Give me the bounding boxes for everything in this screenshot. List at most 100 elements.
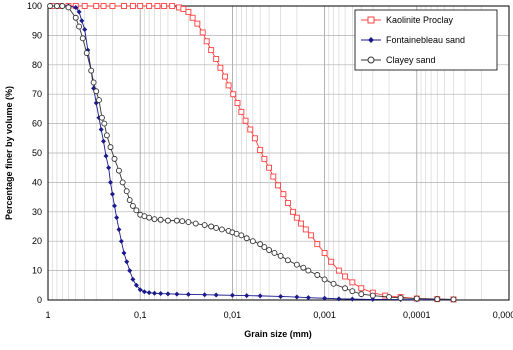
data-point	[321, 250, 328, 256]
data-point	[154, 3, 161, 9]
data-point	[53, 3, 60, 9]
data-point	[109, 191, 115, 197]
data-point	[213, 225, 220, 231]
data-point	[234, 100, 241, 106]
data-point	[107, 144, 114, 151]
data-point	[161, 3, 168, 9]
data-point	[76, 23, 83, 30]
data-point	[278, 293, 284, 299]
data-point	[222, 73, 229, 80]
data-point	[76, 9, 82, 15]
y-tick-label: 0	[37, 295, 42, 305]
data-point	[308, 232, 315, 239]
data-point	[386, 294, 392, 301]
data-point	[165, 217, 171, 224]
data-point	[109, 3, 116, 9]
y-tick-label: 40	[32, 177, 42, 187]
data-point	[225, 82, 232, 89]
data-point	[81, 3, 88, 9]
data-point	[358, 291, 365, 298]
series-0	[49, 3, 457, 303]
data-point	[203, 38, 210, 45]
data-point	[450, 296, 457, 303]
data-point	[47, 3, 54, 9]
data-point	[88, 67, 95, 74]
data-point	[266, 247, 273, 253]
data-point	[305, 295, 311, 301]
data-point	[101, 120, 108, 127]
data-point	[199, 29, 206, 36]
data-point	[349, 296, 355, 302]
y-tick-label: 90	[32, 30, 42, 40]
data-point	[98, 114, 105, 121]
data-point	[201, 222, 208, 228]
data-point	[146, 290, 152, 296]
data-point	[130, 276, 136, 282]
data-point	[314, 272, 321, 278]
data-point	[249, 238, 256, 245]
data-point	[141, 213, 148, 220]
data-point	[192, 220, 199, 227]
data-point	[116, 167, 122, 174]
data-point	[397, 294, 404, 301]
data-point	[300, 264, 307, 271]
data-point	[349, 279, 356, 286]
data-point	[251, 135, 258, 142]
y-tick-label: 20	[32, 236, 42, 246]
series-line	[50, 5, 454, 300]
data-point	[293, 261, 300, 268]
data-point	[151, 216, 158, 223]
data-point	[298, 220, 305, 227]
data-point	[358, 285, 365, 292]
y-tick-label: 60	[32, 119, 42, 129]
data-point	[261, 244, 268, 251]
data-point	[213, 292, 219, 298]
data-point	[179, 218, 186, 225]
data-point	[335, 267, 342, 274]
data-point	[103, 153, 109, 159]
data-point	[101, 138, 107, 144]
data-point	[413, 295, 420, 302]
data-point	[185, 291, 191, 297]
data-point	[270, 173, 277, 180]
grid	[47, 6, 510, 300]
data-point	[275, 182, 281, 189]
data-point	[137, 3, 144, 9]
data-point	[342, 273, 349, 280]
data-point	[127, 268, 133, 274]
x-tick-label: 1	[45, 310, 50, 320]
data-point	[247, 126, 254, 133]
data-point	[79, 18, 85, 24]
data-point	[185, 8, 192, 15]
y-tick-labels: 0 10 20 30 40 50 60 70 80 90 100	[27, 1, 42, 305]
x-tick-label: 0,01	[224, 310, 242, 320]
data-point	[126, 197, 133, 203]
data-point	[189, 14, 196, 21]
data-point	[124, 259, 130, 265]
data-point	[208, 223, 215, 230]
x-axis-title: Grain size (mm)	[244, 329, 312, 339]
data-point	[349, 288, 356, 295]
data-point	[284, 257, 291, 264]
data-point	[336, 296, 342, 302]
data-point	[79, 35, 86, 42]
data-point	[294, 294, 300, 300]
data-point	[257, 147, 264, 154]
data-point	[238, 108, 245, 115]
data-point	[293, 214, 300, 221]
data-point	[93, 3, 100, 9]
data-point	[129, 202, 136, 209]
data-point	[106, 165, 112, 171]
data-point	[243, 235, 250, 242]
data-point	[261, 155, 268, 162]
data-point	[328, 258, 335, 265]
data-point	[302, 226, 309, 233]
data-point	[208, 47, 215, 54]
data-point	[230, 91, 237, 98]
data-point	[305, 267, 312, 274]
data-point	[202, 292, 208, 298]
data-point	[257, 293, 263, 299]
legend-label-kaolinite: Kaolinite Proclay	[386, 15, 454, 25]
y-tick-label: 10	[32, 266, 42, 276]
